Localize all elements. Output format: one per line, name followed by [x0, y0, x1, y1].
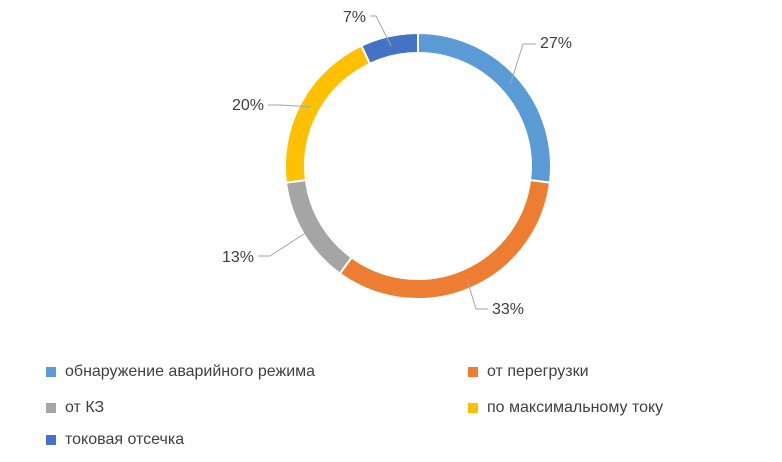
data-label-max-current: 20% — [232, 97, 264, 114]
data-label-emergency-detection: 27% — [540, 35, 572, 52]
legend-swatch-emergency-detection — [46, 367, 56, 377]
legend-label-emergency-detection: обнаружение аварийного режима — [65, 363, 316, 380]
data-label-current-cutoff: 7% — [343, 9, 366, 26]
chart-legend: обнаружение аварийного режима от перегру… — [46, 360, 746, 460]
legend-item-overload: от перегрузки — [468, 360, 589, 384]
leader-line-emergency-detection — [509, 43, 536, 85]
leader-line-current-cutoff — [370, 15, 392, 47]
donut-slice-overload — [338, 179, 552, 300]
legend-label-max-current: по максимальному току — [487, 399, 664, 416]
leader-line-overload — [466, 278, 488, 310]
data-label-overload: 33% — [492, 301, 524, 318]
donut-slice-short-circuit — [284, 179, 353, 275]
legend-label-overload: от перегрузки — [487, 363, 589, 380]
donut-slice-current-cutoff — [360, 31, 419, 66]
legend-item-emergency-detection: обнаружение аварийного режима — [46, 360, 315, 384]
data-label-short-circuit: 13% — [222, 249, 254, 266]
legend-label-short-circuit: от КЗ — [65, 399, 105, 416]
legend-swatch-overload — [468, 367, 478, 377]
legend-item-max-current: по максимальному току — [468, 396, 663, 420]
legend-swatch-short-circuit — [46, 403, 56, 413]
legend-label-current-cutoff: токовая отсечка — [65, 431, 185, 448]
leader-line-short-circuit — [258, 228, 313, 257]
leader-line-max-current — [268, 104, 311, 108]
legend-swatch-max-current — [468, 403, 478, 413]
legend-item-short-circuit: от КЗ — [46, 396, 104, 420]
donut-slice-emergency-detection — [417, 31, 552, 184]
donut-slice-max-current — [284, 44, 372, 184]
legend-swatch-current-cutoff — [46, 435, 56, 445]
legend-item-current-cutoff: токовая отсечка — [46, 428, 184, 452]
